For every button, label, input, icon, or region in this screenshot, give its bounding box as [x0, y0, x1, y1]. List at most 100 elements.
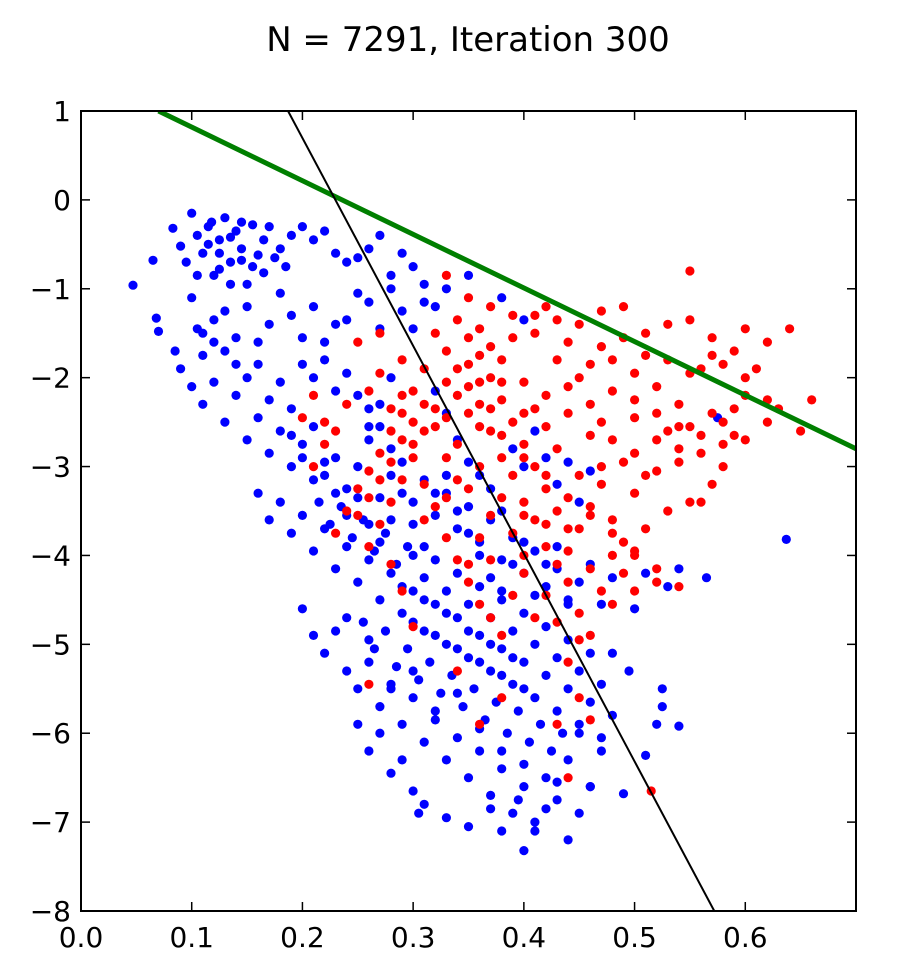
scatter-point [320, 337, 330, 347]
scatter-point [148, 255, 158, 265]
scatter-point [596, 306, 607, 316]
y-tick-label: −1 [30, 273, 71, 306]
scatter-point [425, 657, 435, 667]
scatter-point [441, 470, 451, 480]
scatter-point [297, 439, 307, 449]
y-tick-label: −8 [30, 895, 71, 928]
scatter-point [497, 493, 507, 503]
scatter-point [463, 484, 474, 494]
scatter-point [463, 270, 474, 280]
scatter-point [641, 750, 651, 761]
scatter-point [441, 813, 451, 823]
scatter-point [497, 764, 507, 774]
scatter-point [253, 413, 263, 423]
scatter-point [563, 773, 573, 783]
scatter-point [248, 262, 258, 272]
scatter-point [530, 826, 540, 836]
scatter-point [497, 555, 507, 565]
scatter-point [170, 346, 180, 356]
scatter-point [151, 313, 161, 323]
scatter-point [203, 222, 213, 232]
scatter-point [242, 373, 252, 383]
scatter-point [331, 564, 341, 574]
scatter-point [408, 586, 418, 596]
scatter-point [353, 337, 363, 347]
scatter-point [475, 550, 485, 561]
scatter-point [397, 488, 407, 498]
y-tick-label: −6 [30, 717, 71, 750]
scatter-point [685, 266, 695, 276]
scatter-point [297, 604, 307, 614]
scatter-point [563, 577, 573, 587]
scatter-point [541, 670, 551, 681]
x-tick-label: 0.1 [169, 921, 214, 954]
scatter-point [375, 399, 385, 409]
scatter-point [762, 337, 773, 347]
scatter-point [475, 422, 485, 432]
scatter-point [364, 466, 374, 476]
scatter-point [541, 559, 551, 569]
scatter-point [275, 426, 285, 436]
scatter-point [441, 377, 451, 387]
scatter-point [497, 644, 507, 654]
scatter-point [203, 239, 213, 249]
scatter-point [397, 608, 407, 618]
scatter-point [192, 230, 202, 240]
scatter-point [369, 644, 379, 654]
scatter-point [585, 430, 595, 440]
scatter-point [475, 533, 485, 543]
scatter-point [630, 546, 640, 556]
scatter-point [308, 373, 319, 383]
scatter-point [607, 528, 618, 538]
scatter-point [674, 721, 684, 731]
scatter-point [463, 559, 474, 569]
scatter-point [353, 484, 363, 494]
scatter-point [630, 488, 640, 498]
scatter-point [508, 470, 518, 480]
points-layer [128, 208, 817, 856]
scatter-point [574, 693, 584, 703]
scatter-point [386, 426, 396, 436]
scatter-point [209, 377, 219, 387]
scatter-point [486, 639, 496, 649]
scatter-point [596, 599, 607, 609]
scatter-point [519, 453, 529, 463]
scatter-point [630, 413, 640, 423]
scatter-point [497, 670, 507, 681]
scatter-point [128, 280, 138, 290]
scatter-point [463, 822, 474, 832]
scatter-point [397, 586, 407, 596]
scatter-point [320, 417, 330, 427]
scatter-point [596, 746, 607, 756]
scatter-point [596, 342, 607, 352]
scatter-point [463, 293, 474, 303]
scatter-point [463, 457, 474, 467]
scatter-point [563, 408, 573, 418]
scatter-point [558, 728, 568, 738]
scatter-point [364, 746, 374, 756]
scatter-point [552, 479, 562, 489]
scatter-point [331, 528, 341, 538]
scatter-point [452, 733, 462, 743]
scatter-point [630, 586, 640, 596]
scatter-point [364, 422, 374, 432]
scatter-point [342, 315, 352, 325]
scatter-point [552, 795, 562, 805]
scatter-point [441, 453, 451, 463]
scatter-point [718, 359, 728, 369]
scatter-point [259, 268, 269, 278]
scatter-point [524, 737, 535, 747]
scatter-point [463, 382, 474, 392]
scatter-point [630, 395, 640, 405]
scatter-point [192, 270, 202, 280]
scatter-point [259, 235, 269, 245]
scatter-point [397, 408, 407, 418]
scatter-point [253, 250, 263, 260]
scatter-point [530, 462, 540, 472]
scatter-point [452, 524, 462, 534]
scatter-point [441, 270, 451, 280]
scatter-point [729, 430, 739, 440]
scatter-point [452, 688, 462, 698]
scatter-point [331, 386, 341, 396]
y-tick-label: −2 [30, 362, 71, 395]
